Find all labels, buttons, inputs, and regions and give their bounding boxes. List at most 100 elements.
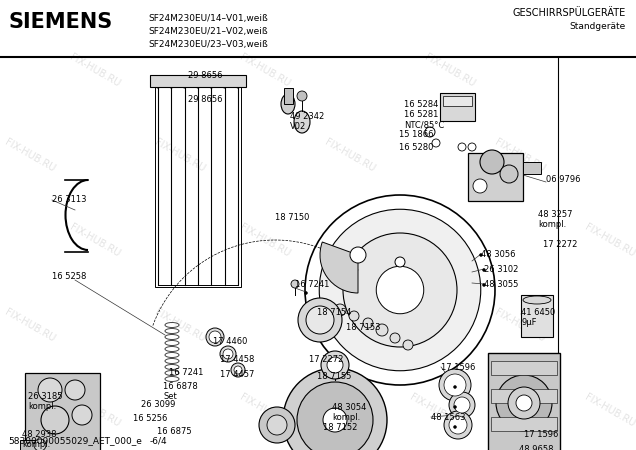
Circle shape <box>319 209 481 371</box>
Circle shape <box>305 292 307 294</box>
Bar <box>443 96 472 106</box>
Circle shape <box>65 380 85 400</box>
Text: 26 3185
kompl.: 26 3185 kompl. <box>28 392 62 411</box>
Circle shape <box>500 165 518 183</box>
Circle shape <box>234 366 242 374</box>
Text: 48 2938
kompl.: 48 2938 kompl. <box>22 430 57 450</box>
Text: 17 1596: 17 1596 <box>524 430 558 439</box>
Bar <box>491 417 557 431</box>
Circle shape <box>468 143 476 151</box>
Circle shape <box>209 331 221 343</box>
Circle shape <box>458 143 466 151</box>
Text: SF24M230EU/14–V01,weiß: SF24M230EU/14–V01,weiß <box>148 14 268 23</box>
Ellipse shape <box>294 111 310 133</box>
Text: 26 3099: 26 3099 <box>141 400 176 409</box>
Text: 16 5256: 16 5256 <box>133 414 167 423</box>
Text: 18 7155: 18 7155 <box>317 372 351 381</box>
Text: 16 5258: 16 5258 <box>52 272 86 281</box>
Text: 49 2342
V02: 49 2342 V02 <box>290 112 324 131</box>
Circle shape <box>444 374 466 396</box>
Circle shape <box>473 179 487 193</box>
Circle shape <box>483 269 485 271</box>
Bar <box>284 88 293 104</box>
Text: FIX-HUB.RU: FIX-HUB.RU <box>238 221 292 258</box>
Text: FIX-HUB.RU: FIX-HUB.RU <box>68 52 122 88</box>
Text: FIX-HUB.RU: FIX-HUB.RU <box>68 221 122 258</box>
Text: 18 7152: 18 7152 <box>323 423 357 432</box>
Text: 17 2272: 17 2272 <box>543 240 577 249</box>
Bar <box>491 361 557 375</box>
Circle shape <box>41 406 69 434</box>
Circle shape <box>349 311 359 321</box>
Circle shape <box>483 284 485 287</box>
Circle shape <box>449 392 475 418</box>
Text: FIX-HUB.RU: FIX-HUB.RU <box>493 137 547 173</box>
Circle shape <box>449 416 467 434</box>
Text: FIX-HUB.RU: FIX-HUB.RU <box>583 221 636 258</box>
Ellipse shape <box>281 94 295 114</box>
Circle shape <box>334 304 346 316</box>
Text: 18 7150: 18 7150 <box>275 213 309 222</box>
Circle shape <box>267 415 287 435</box>
Text: 29 8656: 29 8656 <box>188 95 223 104</box>
Circle shape <box>480 150 504 174</box>
Circle shape <box>363 318 373 328</box>
Text: 16 7241: 16 7241 <box>169 368 204 377</box>
Circle shape <box>297 91 307 101</box>
Text: 16 5280: 16 5280 <box>399 143 433 152</box>
Text: FIX-HUB.RU: FIX-HUB.RU <box>493 306 547 343</box>
Text: 18 7153: 18 7153 <box>346 323 380 332</box>
Circle shape <box>444 411 472 439</box>
Bar <box>20 440 42 450</box>
Bar <box>521 295 553 337</box>
Circle shape <box>439 369 471 401</box>
Circle shape <box>350 247 366 263</box>
Text: GESCHIRRSPÜLGERÄTE: GESCHIRRSPÜLGERÄTE <box>513 8 626 18</box>
Circle shape <box>376 324 388 336</box>
Text: FIX-HUB.RU: FIX-HUB.RU <box>408 392 462 428</box>
Circle shape <box>321 351 349 379</box>
Text: FIX-HUB.RU: FIX-HUB.RU <box>323 137 377 173</box>
Text: FIX-HUB.RU: FIX-HUB.RU <box>3 306 57 343</box>
Text: FIX-HUB.RU: FIX-HUB.RU <box>323 306 377 343</box>
Circle shape <box>425 127 435 137</box>
Text: FIX-HUB.RU: FIX-HUB.RU <box>583 392 636 428</box>
Text: 48 3056: 48 3056 <box>481 250 516 259</box>
Circle shape <box>496 375 552 431</box>
Circle shape <box>72 405 92 425</box>
Text: FIX-HUB.RU: FIX-HUB.RU <box>153 306 207 343</box>
Bar <box>488 353 560 450</box>
Circle shape <box>291 280 299 288</box>
Circle shape <box>231 363 245 377</box>
Circle shape <box>453 426 457 428</box>
Circle shape <box>480 253 483 256</box>
Circle shape <box>38 378 62 402</box>
Text: SIEMENS: SIEMENS <box>8 12 112 32</box>
Text: 16 7241: 16 7241 <box>295 280 329 289</box>
Circle shape <box>395 257 405 267</box>
Text: 41 6450
9μF: 41 6450 9μF <box>521 308 555 328</box>
Text: 48 1563: 48 1563 <box>431 413 466 422</box>
Text: 18 7154: 18 7154 <box>317 308 351 317</box>
Ellipse shape <box>523 296 551 304</box>
Text: 17 4458: 17 4458 <box>220 355 254 364</box>
Circle shape <box>377 266 424 314</box>
Circle shape <box>206 328 224 346</box>
Text: 06 9796: 06 9796 <box>546 175 581 184</box>
Circle shape <box>516 395 532 411</box>
Text: FIX-HUB.RU: FIX-HUB.RU <box>68 392 122 428</box>
Circle shape <box>390 333 400 343</box>
Text: 58300000055029_AET_000_e: 58300000055029_AET_000_e <box>8 436 142 445</box>
Circle shape <box>223 349 233 359</box>
Wedge shape <box>320 242 358 293</box>
Text: 16 5281
NTC/85°C: 16 5281 NTC/85°C <box>404 110 445 130</box>
Bar <box>155 81 241 287</box>
Circle shape <box>305 195 495 385</box>
Text: FIX-HUB.RU: FIX-HUB.RU <box>153 137 207 173</box>
Text: 48 3257
kompl.: 48 3257 kompl. <box>538 210 572 230</box>
Bar <box>523 162 541 174</box>
Text: 48 9658
220/240V,50Hz: 48 9658 220/240V,50Hz <box>519 445 583 450</box>
Text: 26 3102: 26 3102 <box>484 265 518 274</box>
Circle shape <box>327 357 343 373</box>
Bar <box>491 389 557 403</box>
